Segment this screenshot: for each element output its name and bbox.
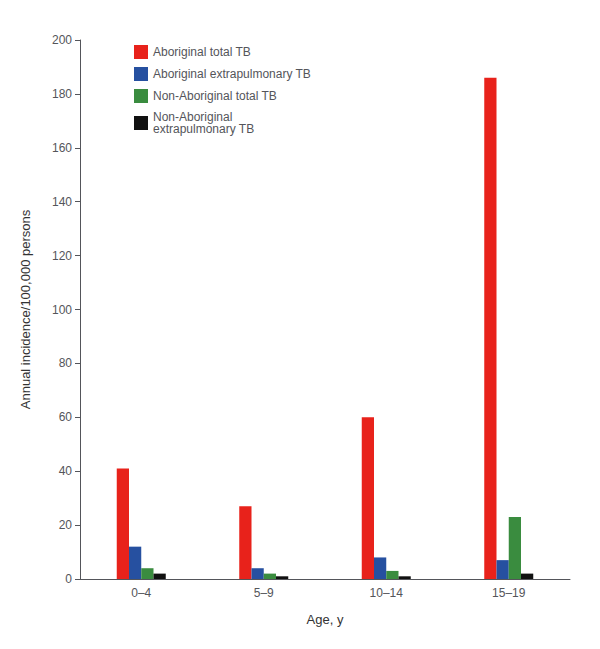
svg-text:120: 120	[52, 249, 72, 263]
svg-text:Non-Aboriginal: Non-Aboriginal	[153, 110, 233, 124]
svg-text:140: 140	[52, 195, 72, 209]
svg-text:5–9: 5–9	[254, 586, 274, 600]
svg-text:40: 40	[59, 464, 73, 478]
svg-text:180: 180	[52, 87, 72, 101]
svg-text:60: 60	[59, 410, 73, 424]
svg-text:15–19: 15–19	[492, 586, 526, 600]
svg-text:20: 20	[59, 518, 73, 532]
svg-text:Annual incidence/100,000 perso: Annual incidence/100,000 persons	[18, 209, 33, 409]
svg-text:100: 100	[52, 303, 72, 317]
svg-text:Aboriginal total TB: Aboriginal total TB	[153, 45, 251, 59]
svg-text:200: 200	[52, 33, 72, 47]
svg-text:extrapulmonary TB: extrapulmonary TB	[153, 122, 254, 136]
svg-text:Age, y: Age, y	[307, 612, 344, 627]
svg-text:10–14: 10–14	[370, 586, 404, 600]
svg-text:0: 0	[65, 572, 72, 586]
svg-text:160: 160	[52, 141, 72, 155]
svg-text:Aboriginal extrapulmonary TB: Aboriginal extrapulmonary TB	[153, 67, 311, 81]
svg-text:80: 80	[59, 356, 73, 370]
svg-text:Non-Aboriginal total TB: Non-Aboriginal total TB	[153, 89, 277, 103]
svg-text:0–4: 0–4	[131, 586, 151, 600]
